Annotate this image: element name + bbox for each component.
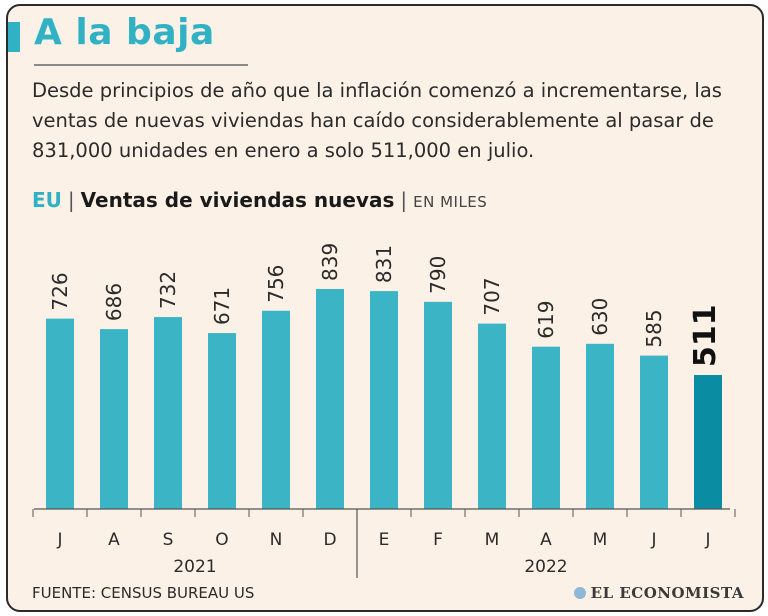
x-tick-label-11: M (593, 530, 608, 550)
subtitle-separator-2: | (400, 188, 408, 212)
x-tick-label-9: M (485, 530, 500, 550)
year-labels-layer: 2021 2022 (173, 509, 568, 578)
x-tick-label-13: J (704, 530, 710, 550)
value-label-3: 732 (156, 271, 180, 309)
bar-8 (424, 301, 452, 509)
value-label-10: 619 (534, 301, 558, 339)
chart-subtitle: EU | Ventas de viviendas nuevas | EN MILES (32, 188, 487, 212)
bar-13 (694, 375, 722, 509)
value-label-2: 686 (102, 283, 126, 321)
x-tick-label-12: J (650, 530, 656, 550)
bar-7 (370, 291, 398, 509)
chart-name: Ventas de viviendas nuevas (80, 188, 395, 212)
logo-text: EL ECONOMISTA (590, 584, 744, 602)
bar-11 (586, 343, 614, 509)
bar-1 (46, 318, 74, 509)
bar-5 (262, 310, 290, 509)
x-tick-label-2: A (108, 530, 120, 550)
value-label-5: 756 (264, 265, 288, 303)
value-label-11: 630 (588, 298, 612, 336)
publisher-logo: EL ECONOMISTA (573, 584, 744, 602)
intro-text: Desde principios de año que la inflación… (32, 79, 722, 162)
bar-6 (316, 289, 344, 509)
bar-2 (100, 329, 128, 509)
value-labels-layer: 726 686 732 671 756 839 831 790 707 619 630 585 511 (48, 243, 723, 367)
title-accent-bar (8, 22, 20, 52)
x-tick-label-10: A (540, 530, 552, 550)
year-label-2021: 2021 (173, 557, 216, 577)
value-label-4: 671 (210, 287, 234, 325)
value-label-12: 585 (642, 309, 666, 347)
x-tick-label-6: D (323, 530, 336, 550)
bar-3 (154, 317, 182, 509)
logo-globe-icon (573, 587, 586, 599)
year-label-2022: 2022 (524, 557, 567, 577)
x-tick-label-3: S (163, 530, 174, 550)
x-tick-label-7: E (379, 530, 390, 550)
value-label-13: 511 (688, 304, 723, 367)
value-label-6: 839 (318, 243, 342, 281)
subtitle-separator: | (67, 188, 75, 212)
title-underline (34, 64, 248, 66)
bars-layer (46, 289, 722, 509)
bar-4 (208, 333, 236, 509)
units-label: EN MILES (413, 193, 488, 211)
value-label-7: 831 (372, 245, 396, 283)
x-tick-label-1: J (56, 530, 62, 550)
x-ticks-layer (32, 509, 736, 517)
x-tick-label-8: F (433, 530, 443, 550)
infographic-card: A la baja Desde principios de año que la… (6, 4, 764, 612)
bar-9 (478, 323, 506, 509)
x-tick-label-4: O (215, 530, 228, 550)
country-label: EU (32, 188, 62, 212)
bar-12 (640, 355, 668, 509)
page-title: A la baja (34, 12, 215, 53)
value-label-8: 790 (426, 256, 450, 294)
bar-10 (532, 346, 560, 509)
x-tick-label-5: N (270, 530, 283, 550)
value-label-9: 707 (480, 277, 504, 315)
source-note: FUENTE: CENSUS BUREAU US (32, 584, 255, 602)
value-label-1: 726 (48, 272, 72, 310)
